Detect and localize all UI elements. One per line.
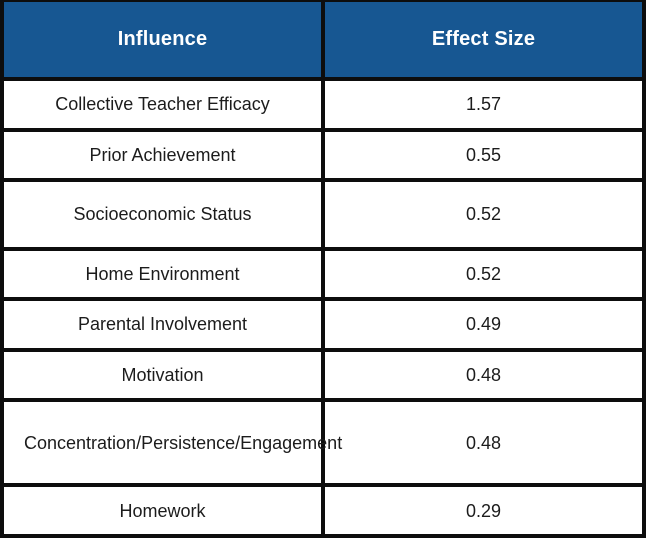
influence-cell: Socioeconomic Status [0,178,325,251]
table-row: Collective Teacher Efficacy 1.57 [0,77,646,132]
table-row: Socioeconomic Status 0.52 [0,178,646,251]
column-header-effect-size: Effect Size [321,0,646,81]
table-row: Homework 0.29 [0,483,646,538]
effect-size-cell: 0.48 [321,347,646,403]
influence-cell: Homework [0,483,325,538]
table-row: Home Environment 0.52 [0,246,646,302]
influence-cell: Home Environment [0,246,325,302]
effect-size-cell: 0.52 [321,178,646,251]
influence-cell: Collective Teacher Efficacy [0,77,325,132]
influence-cell: Motivation [0,347,325,403]
table-row: Concentration/Persistence/Engagement 0.4… [0,398,646,488]
effect-size-cell: 0.49 [321,297,646,352]
table-row: Prior Achievement 0.55 [0,127,646,183]
table-body: Collective Teacher Efficacy 1.57 Prior A… [0,77,646,538]
influence-cell: Prior Achievement [0,127,325,183]
effect-size-cell: 0.48 [321,398,646,488]
table-row: Motivation 0.48 [0,347,646,403]
table-row: Parental Involvement 0.49 [0,297,646,352]
effect-size-cell: 0.29 [321,483,646,538]
column-header-influence: Influence [0,0,325,81]
header-row: Influence Effect Size [0,0,646,81]
effect-size-cell: 1.57 [321,77,646,132]
influence-cell: Concentration/Persistence/Engagement [0,398,342,488]
influence-cell: Parental Involvement [0,297,325,352]
effect-size-cell: 0.55 [321,127,646,183]
effect-size-cell: 0.52 [321,246,646,302]
